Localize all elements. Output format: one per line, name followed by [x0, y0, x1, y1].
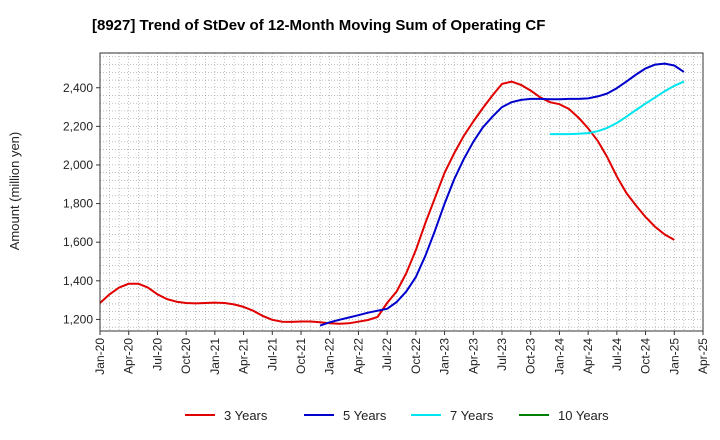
legend-label: 7 Years [450, 408, 494, 423]
x-tick-label: Jan-24 [552, 338, 566, 375]
y-axis-label: Amount (million yen) [7, 132, 22, 251]
x-tick-label: Oct-22 [409, 338, 423, 374]
x-tick-label: Jan-23 [438, 338, 452, 375]
x-tick-label: Jul-24 [610, 338, 624, 371]
y-tick-label: 1,800 [63, 197, 93, 211]
x-tick-label: Apr-24 [581, 338, 595, 374]
legend-label: 3 Years [224, 408, 268, 423]
plot-area [99, 52, 704, 332]
x-tick-label: Jan-20 [93, 338, 107, 375]
x-tick-label: Apr-22 [351, 338, 365, 374]
y-tick-label: 2,000 [63, 158, 93, 172]
series-line-7-years [549, 80, 685, 136]
x-tick-label: Oct-21 [294, 338, 308, 374]
grid [100, 53, 703, 331]
series-line-3-years [99, 80, 675, 325]
x-tick-label: Jan-21 [208, 338, 222, 375]
y-tick-label: 1,200 [63, 312, 93, 326]
x-tick-label: Apr-20 [122, 338, 136, 374]
x-tick-label: Jan-25 [667, 338, 681, 375]
chart-title: [8927] Trend of StDev of 12-Month Moving… [92, 17, 545, 34]
y-tick-label: 1,600 [63, 235, 93, 249]
legend-label: 10 Years [558, 408, 609, 423]
x-tick-label: Jul-23 [495, 338, 509, 371]
x-tick-label: Jul-21 [265, 338, 279, 371]
x-tick-label: Apr-21 [237, 338, 251, 374]
y-tick-label: 2,200 [63, 119, 93, 133]
x-tick-label: Jan-22 [323, 338, 337, 375]
x-tick-label: Apr-23 [466, 338, 480, 374]
x-tick-label: Jul-20 [150, 338, 164, 371]
axis-ticks: 1,200 1,400 1,600 1,800 2,000 2,200 2,400 Jan-2… [63, 81, 710, 375]
x-tick-label: Apr-25 [696, 338, 710, 374]
series-lines [99, 62, 685, 327]
y-tick-label: 2,400 [63, 81, 93, 95]
legend: 3 Years 5 Years 7 Years 10 Years [185, 408, 609, 423]
y-tick-label: 1,400 [63, 274, 93, 288]
x-tick-label: Oct-24 [639, 338, 653, 374]
x-tick-label: Oct-23 [524, 338, 538, 374]
x-tick-label: Oct-20 [179, 338, 193, 374]
legend-label: 5 Years [343, 408, 387, 423]
series-line-5-years [319, 62, 685, 327]
x-tick-label: Jul-22 [380, 338, 394, 371]
